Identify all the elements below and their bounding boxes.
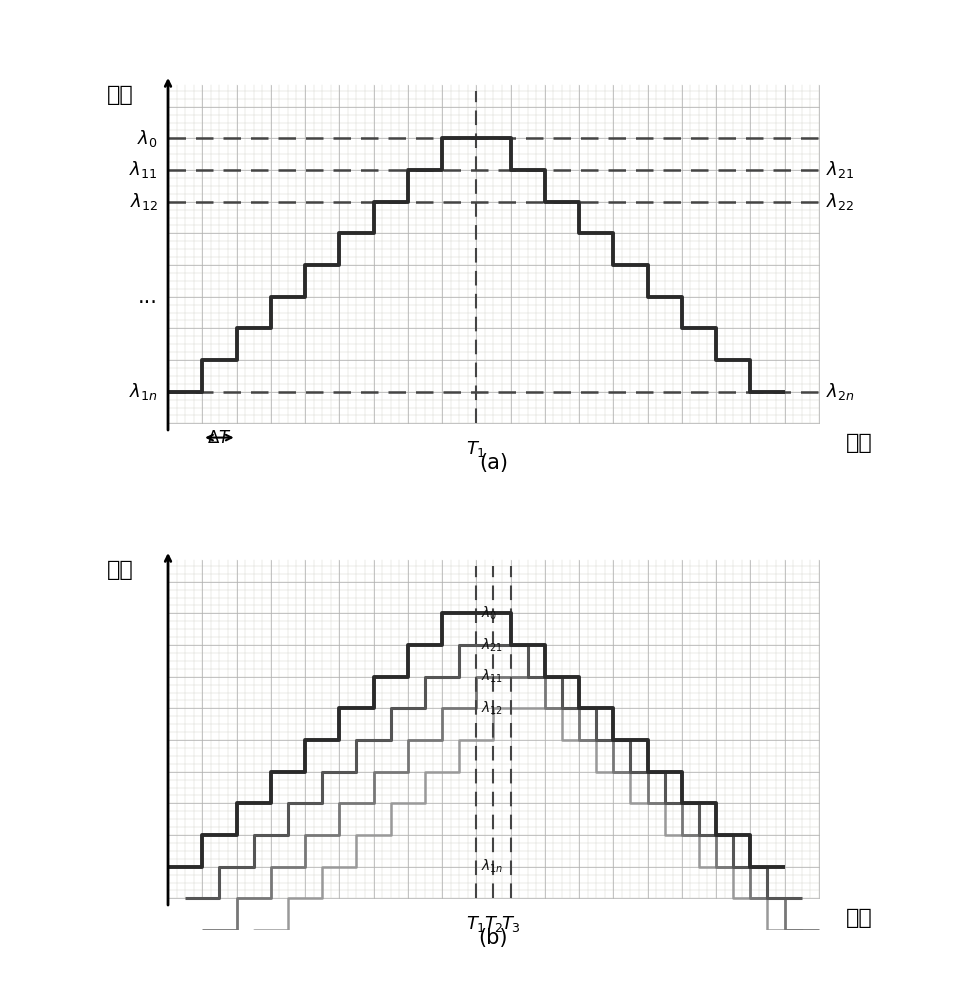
- Text: $\Delta T$: $\Delta T$: [207, 429, 231, 447]
- Text: $\lambda_{22}$: $\lambda_{22}$: [825, 191, 853, 212]
- Text: $T_1$: $T_1$: [467, 439, 486, 459]
- Text: $\lambda_{11}$: $\lambda_{11}$: [129, 159, 157, 180]
- Text: $\lambda_{2n}$: $\lambda_{2n}$: [825, 381, 854, 402]
- Text: $\lambda_{11}$: $\lambda_{11}$: [481, 668, 503, 685]
- Text: $\lambda_{21}$: $\lambda_{21}$: [825, 159, 854, 180]
- Text: 波长: 波长: [107, 85, 133, 105]
- Text: 时间: 时间: [847, 908, 873, 928]
- Text: 时间: 时间: [847, 433, 873, 453]
- Text: $T_3$: $T_3$: [501, 914, 520, 934]
- Text: (b): (b): [478, 928, 508, 948]
- Text: $\lambda_{1n}$: $\lambda_{1n}$: [481, 858, 503, 875]
- Text: $\lambda_{1n}$: $\lambda_{1n}$: [129, 381, 157, 402]
- Text: ...: ...: [138, 287, 157, 307]
- Text: $T_1$: $T_1$: [467, 914, 486, 934]
- Text: 波长: 波长: [107, 560, 133, 580]
- Text: (a): (a): [479, 453, 508, 473]
- Text: $T_2$: $T_2$: [483, 914, 503, 934]
- Text: $\lambda_{21}$: $\lambda_{21}$: [481, 636, 503, 654]
- Text: $\lambda_0$: $\lambda_0$: [481, 605, 498, 622]
- Text: $\lambda_{12}$: $\lambda_{12}$: [481, 700, 503, 717]
- Text: $\lambda_0$: $\lambda_0$: [137, 128, 157, 149]
- Text: $\lambda_{12}$: $\lambda_{12}$: [129, 191, 157, 212]
